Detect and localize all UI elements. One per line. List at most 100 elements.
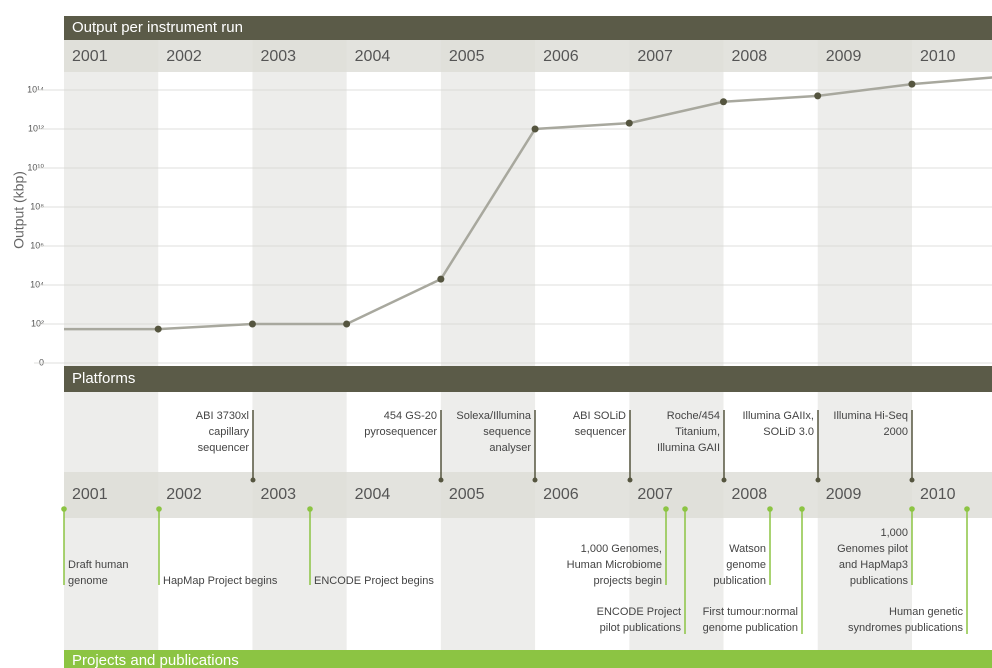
year-label: 2006 [543, 486, 579, 503]
column-shade [817, 392, 912, 650]
y-tick-label: 10⁸ [30, 201, 44, 211]
marker [532, 477, 538, 483]
column-shade [252, 40, 347, 366]
project-label: Genomes pilot [837, 543, 908, 555]
platform-label: Illumina GAIIx, [742, 410, 814, 422]
marker [799, 506, 805, 512]
data-point [154, 325, 162, 333]
y-tick-label: 10¹⁰ [27, 162, 44, 172]
data-point [908, 80, 916, 88]
project-label: projects begin [594, 575, 663, 587]
marker [682, 506, 688, 512]
year-label: 2010 [920, 48, 956, 65]
platform-label: sequencer [198, 442, 250, 454]
platform-label: ABI SOLiD [573, 410, 626, 422]
data-point [343, 320, 351, 328]
project-label: Draft human [68, 559, 129, 571]
section-title: Projects and publications [72, 652, 239, 668]
marker [964, 506, 970, 512]
column-shade [64, 40, 159, 366]
year-label: 2010 [920, 486, 956, 503]
year-label: 2009 [826, 48, 862, 65]
platform-label: 2000 [884, 426, 908, 438]
project-label: Watson [729, 543, 766, 555]
data-point [625, 119, 633, 127]
marker [61, 506, 67, 512]
year-label: 2008 [732, 48, 768, 65]
y-tick-label: 10¹² [28, 123, 44, 133]
platform-label: Illumina Hi-Seq [833, 410, 908, 422]
year-row [64, 472, 992, 518]
year-label: 2008 [732, 486, 768, 503]
marker [909, 506, 915, 512]
project-label: ENCODE Project [597, 606, 681, 618]
year-label: 2007 [637, 486, 673, 503]
year-label: 2009 [826, 486, 862, 503]
data-point [719, 98, 727, 106]
header-bar [64, 366, 992, 392]
year-label: 2005 [449, 48, 485, 65]
year-label: 2004 [355, 486, 391, 503]
header-bar [64, 16, 992, 40]
project-label: publication [713, 575, 766, 587]
y-tick-label: 10⁴ [30, 279, 44, 289]
year-row [64, 40, 992, 72]
marker [663, 506, 669, 512]
column-shade [252, 392, 347, 650]
platform-label: pyrosequencer [364, 426, 437, 438]
y-tick-label: 10⁶ [30, 240, 44, 250]
marker [250, 477, 256, 483]
column-shade [64, 392, 159, 650]
project-label: publications [850, 575, 909, 587]
marker [721, 477, 727, 483]
platform-label: SOLiD 3.0 [763, 426, 814, 438]
data-point [814, 92, 822, 100]
project-label: syndromes publications [848, 622, 963, 634]
project-label: pilot publications [600, 622, 682, 634]
platform-label: Illumina GAII [657, 442, 720, 454]
project-label: ENCODE Project begins [314, 575, 434, 587]
project-label: 1,000 [880, 527, 908, 539]
platform-label: 454 GS-20 [384, 410, 437, 422]
project-label: genome [68, 575, 108, 587]
year-label: 2004 [355, 48, 391, 65]
project-label: First tumour:normal [703, 606, 798, 618]
column-shade [629, 40, 724, 366]
y-axis-label: Output (kbp) [11, 171, 27, 249]
year-label: 2001 [72, 48, 108, 65]
chart-title: Output per instrument run [72, 19, 243, 36]
platform-label: Titanium, [675, 426, 720, 438]
y-tick-label: 10² [31, 318, 44, 328]
platform-label: Roche/454 [667, 410, 720, 422]
year-label: 2003 [260, 48, 296, 65]
data-point [531, 125, 539, 133]
year-label: 2001 [72, 486, 108, 503]
marker [815, 477, 821, 483]
marker [767, 506, 773, 512]
platform-label: capillary [209, 426, 250, 438]
column-shade [629, 392, 724, 650]
y-tick-label: 0 [39, 357, 44, 367]
platform-label: Solexa/Illumina [456, 410, 531, 422]
year-label: 2005 [449, 486, 485, 503]
year-label: 2002 [166, 486, 202, 503]
marker [156, 506, 162, 512]
platform-label: sequencer [575, 426, 627, 438]
plot [64, 76, 992, 333]
marker [438, 477, 444, 483]
section-title: Platforms [72, 370, 135, 387]
marker [307, 506, 313, 512]
project-label: Human genetic [889, 606, 963, 618]
platform-label: ABI 3730xl [196, 410, 249, 422]
year-label: 2006 [543, 48, 579, 65]
project-label: HapMap Project begins [163, 575, 278, 587]
data-point [248, 320, 256, 328]
year-label: 2003 [260, 486, 296, 503]
marker [909, 477, 915, 483]
project-label: genome [726, 559, 766, 571]
project-label: genome publication [703, 622, 798, 634]
year-label: 2007 [637, 48, 673, 65]
column-shade [440, 392, 536, 650]
footer-bar [64, 650, 992, 668]
